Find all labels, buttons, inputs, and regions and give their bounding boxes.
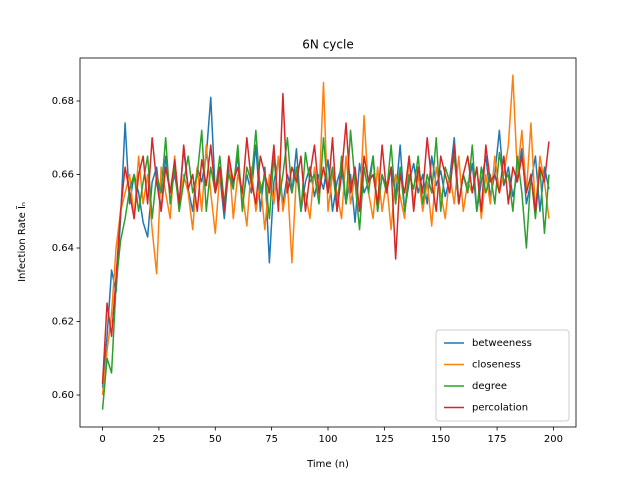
y-tick-label: 0.66 [52,170,74,181]
legend-label: closeness [472,360,521,371]
x-tick-label: 175 [488,434,507,445]
y-tick-label: 0.68 [52,96,74,107]
chart-title: 6N cycle [302,38,353,52]
legend: betweeness closeness degree percolation [435,329,570,422]
x-tick-label: 100 [318,434,337,445]
legend-box [435,329,570,422]
x-tick-label: 50 [209,434,222,445]
legend-label: betweeness [472,338,532,349]
x-axis-label: Time (n) [306,459,349,470]
y-tick-label: 0.64 [52,243,74,254]
x-tick-label: 0 [99,434,105,445]
axes-frame [79,57,577,428]
y-tick-label: 0.60 [52,390,74,401]
x-tick-label: 75 [265,434,278,445]
series-line [101,92,550,385]
x-tick-label: 125 [375,434,394,445]
legend-label: degree [472,381,507,392]
y-axis-label: Infection Rate Ĩₙ [15,202,28,282]
x-tick-label: 200 [544,434,563,445]
legend-label: percolation [472,403,528,414]
x-tick-label: 25 [153,434,166,445]
x-tick-label: 150 [431,434,450,445]
y-tick-label: 0.62 [52,317,74,328]
